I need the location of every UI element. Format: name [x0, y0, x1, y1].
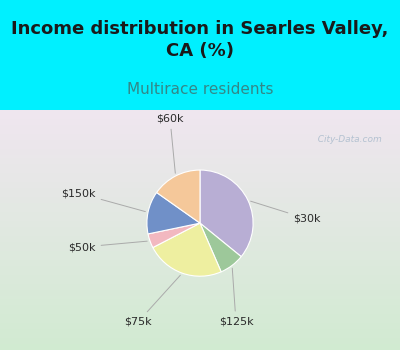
Bar: [0, 167, 400, 170]
Bar: [0, 266, 400, 269]
Bar: [0, 281, 400, 284]
Bar: [0, 185, 400, 188]
Bar: [0, 218, 400, 221]
Bar: [0, 314, 400, 317]
Bar: [0, 257, 400, 260]
Text: $125k: $125k: [219, 268, 253, 327]
Bar: [0, 287, 400, 290]
Bar: [0, 347, 400, 350]
Bar: [0, 296, 400, 299]
Bar: [0, 197, 400, 200]
Bar: [0, 191, 400, 194]
Wedge shape: [200, 170, 253, 257]
Bar: [0, 302, 400, 305]
Bar: [0, 158, 400, 161]
Bar: [0, 233, 400, 236]
Bar: [0, 323, 400, 326]
Bar: [0, 248, 400, 251]
Bar: [0, 194, 400, 197]
Bar: [0, 290, 400, 293]
Bar: [0, 305, 400, 308]
Bar: [0, 170, 400, 173]
Bar: [0, 116, 400, 119]
Bar: [0, 215, 400, 218]
Bar: [0, 200, 400, 203]
Text: $60k: $60k: [156, 114, 184, 173]
Wedge shape: [147, 193, 200, 234]
Bar: [0, 134, 400, 137]
Text: $50k: $50k: [68, 241, 147, 252]
Bar: [0, 113, 400, 116]
Bar: [0, 212, 400, 215]
Bar: [0, 326, 400, 329]
Bar: [0, 293, 400, 296]
Bar: [0, 188, 400, 191]
Bar: [0, 125, 400, 128]
Bar: [0, 131, 400, 134]
Bar: [0, 152, 400, 155]
Bar: [0, 320, 400, 323]
Text: Income distribution in Searles Valley,
CA (%): Income distribution in Searles Valley, C…: [11, 20, 389, 60]
Bar: [0, 332, 400, 335]
Bar: [0, 251, 400, 254]
Bar: [0, 173, 400, 176]
Bar: [0, 230, 400, 233]
Text: Multirace residents: Multirace residents: [127, 82, 273, 97]
Bar: [0, 245, 400, 248]
Bar: [0, 140, 400, 143]
Bar: [0, 182, 400, 185]
Bar: [0, 119, 400, 122]
Bar: [0, 137, 400, 140]
Bar: [0, 146, 400, 149]
Bar: [0, 206, 400, 209]
Wedge shape: [153, 223, 221, 276]
Bar: [0, 176, 400, 179]
Text: $150k: $150k: [61, 188, 145, 212]
Bar: [0, 122, 400, 125]
Bar: [0, 155, 400, 158]
Bar: [0, 272, 400, 275]
Bar: [0, 224, 400, 227]
Bar: [0, 278, 400, 281]
Bar: [0, 128, 400, 131]
Bar: [0, 275, 400, 278]
Wedge shape: [200, 223, 241, 272]
Bar: [0, 242, 400, 245]
Bar: [0, 284, 400, 287]
Bar: [0, 179, 400, 182]
Text: City-Data.com: City-Data.com: [312, 134, 382, 144]
Bar: [0, 335, 400, 338]
Bar: [0, 203, 400, 206]
Bar: [0, 299, 400, 302]
Bar: [0, 317, 400, 320]
Bar: [0, 308, 400, 311]
Wedge shape: [157, 170, 200, 223]
Bar: [0, 263, 400, 266]
Bar: [0, 164, 400, 167]
Bar: [0, 149, 400, 152]
Bar: [0, 227, 400, 230]
Bar: [0, 254, 400, 257]
Bar: [0, 311, 400, 314]
Bar: [0, 269, 400, 272]
Bar: [0, 143, 400, 146]
Bar: [0, 221, 400, 224]
Bar: [0, 341, 400, 344]
Text: $75k: $75k: [124, 275, 180, 327]
Bar: [0, 260, 400, 263]
Bar: [0, 239, 400, 242]
Bar: [0, 110, 400, 113]
Wedge shape: [148, 223, 200, 247]
Text: $30k: $30k: [250, 201, 321, 224]
Bar: [0, 338, 400, 341]
Bar: [0, 209, 400, 212]
Bar: [0, 329, 400, 332]
Bar: [0, 236, 400, 239]
Bar: [0, 161, 400, 164]
Bar: [0, 344, 400, 347]
